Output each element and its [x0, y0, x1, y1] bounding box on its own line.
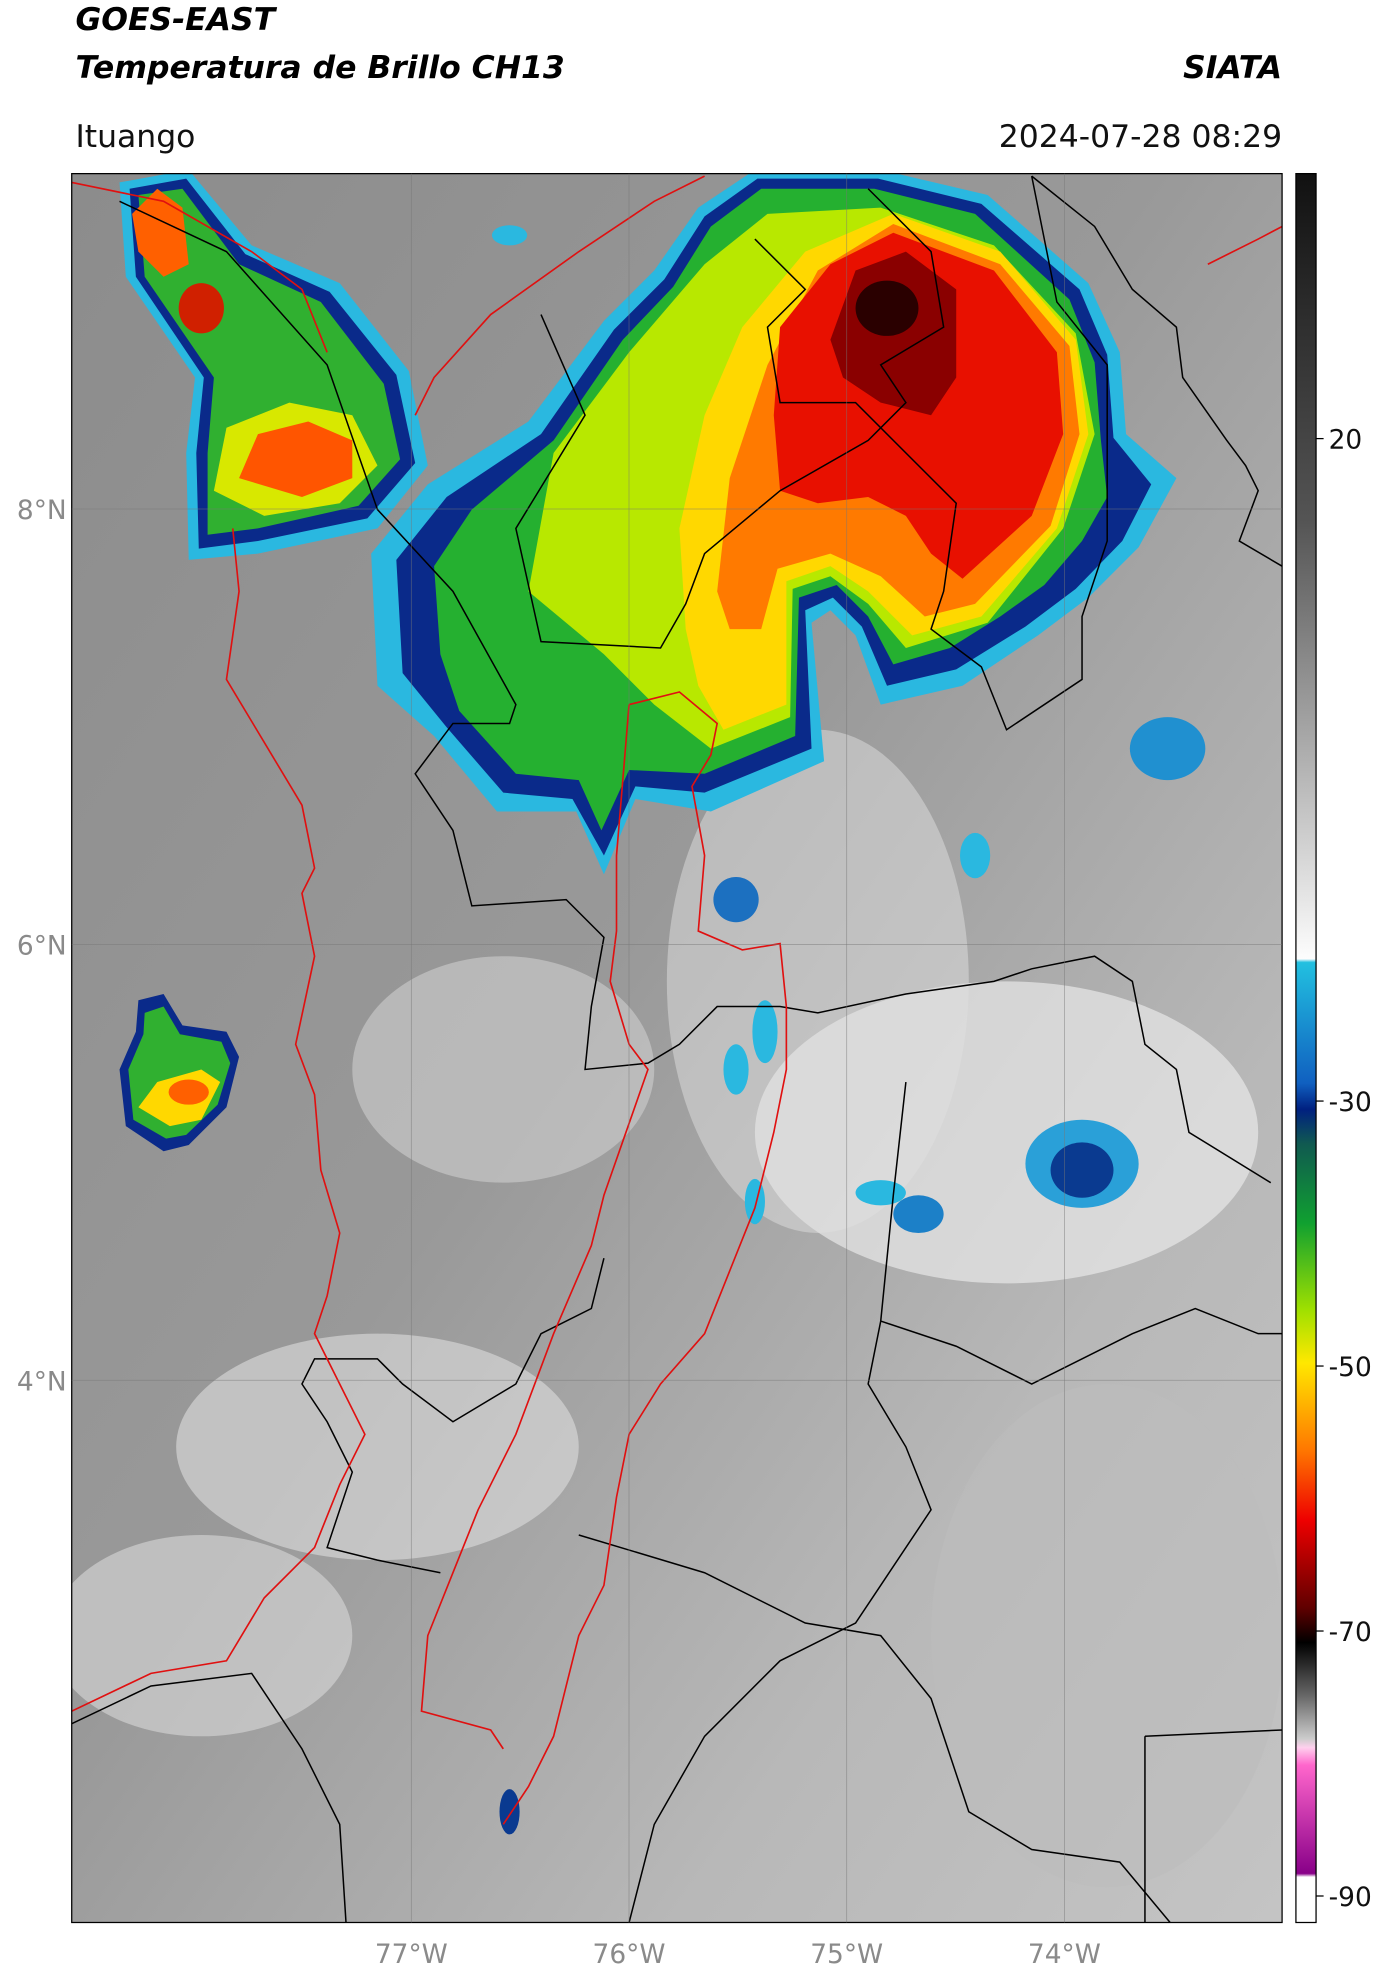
y-tick-label: 6°N: [17, 931, 67, 962]
title: GOES-EAST: [75, 2, 277, 38]
brand: SIATA: [1183, 50, 1282, 86]
map-image: [71, 173, 1283, 1923]
colorbar-tick-label: -70: [1329, 1617, 1372, 1648]
colorbar-tick-label: -30: [1329, 1087, 1372, 1118]
datetime: 2024-07-28 08:29: [999, 119, 1282, 155]
y-tick-label: 8°N: [17, 495, 67, 526]
map-frame: [71, 172, 1283, 1924]
graticule: [71, 173, 1283, 1923]
colorbar-tick-label: -90: [1329, 1882, 1372, 1913]
x-tick-label: 77°W: [375, 1939, 448, 1970]
colorbar: [1295, 172, 1317, 1924]
y-tick-label: 4°N: [17, 1366, 67, 1397]
subtitle: Temperatura de Brillo CH13: [75, 50, 564, 86]
x-tick-label: 74°W: [1028, 1939, 1101, 1970]
colorbar-tick-label: 20: [1329, 425, 1363, 456]
x-tick-label: 76°W: [593, 1939, 666, 1970]
x-tick-label: 75°W: [810, 1939, 883, 1970]
location: Ituango: [75, 119, 195, 155]
colorbar-tick-label: -50: [1329, 1352, 1372, 1383]
